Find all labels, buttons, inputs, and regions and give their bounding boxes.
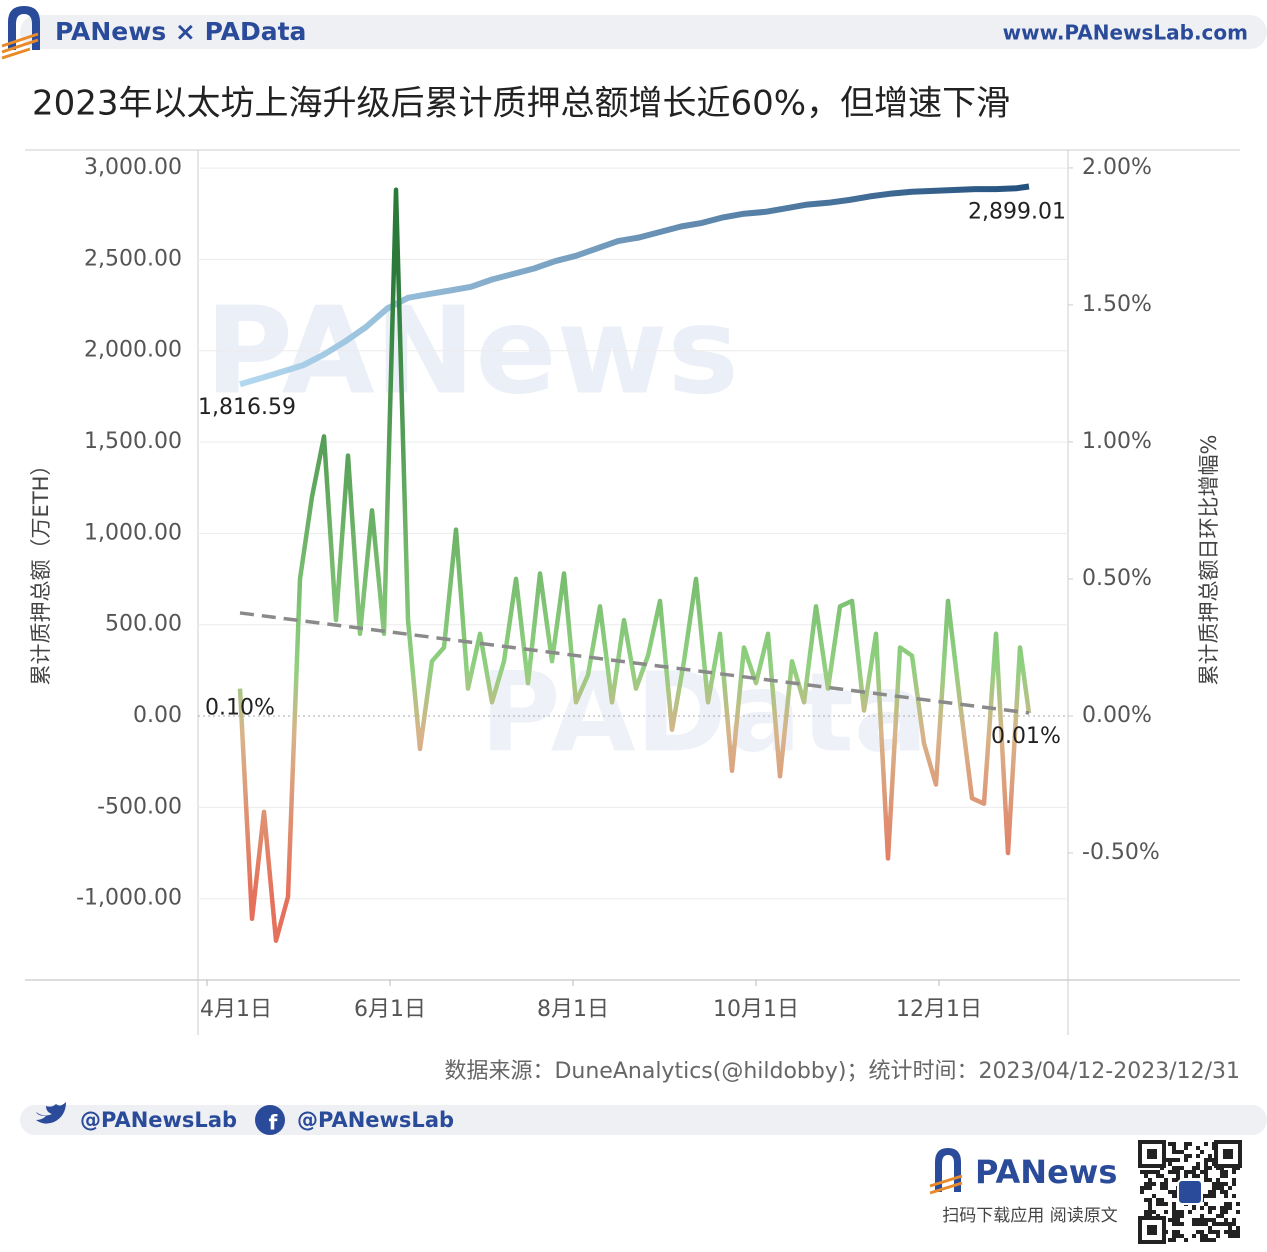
header-brand: PANews × PAData bbox=[55, 17, 306, 46]
y-tick-label: 0.00 bbox=[133, 703, 182, 728]
y-tick-label: 1,000.00 bbox=[84, 520, 182, 545]
y-tick-label: -1,000.00 bbox=[76, 886, 182, 911]
header-bar bbox=[20, 15, 1267, 49]
x-tick-label: 6月1日 bbox=[354, 997, 426, 1022]
facebook-glyph: f bbox=[269, 1111, 278, 1135]
y2-tick-label: 1.00% bbox=[1082, 429, 1152, 454]
logo-icon bbox=[8, 6, 40, 50]
y-tick-label: 500.00 bbox=[105, 612, 182, 637]
y2-tick-label: 0.00% bbox=[1082, 703, 1152, 728]
y2-axis-title: 累计质押总额日环比增幅% bbox=[1197, 435, 1221, 686]
trend-line bbox=[239, 611, 1030, 715]
y-axis-title: 累计质押总额（万ETH） bbox=[29, 455, 53, 686]
watermark: PANews bbox=[205, 283, 739, 422]
y-tick-label: 1,500.00 bbox=[84, 429, 182, 454]
y2-tick-label: 2.00% bbox=[1082, 155, 1152, 180]
y2-tick-label: -0.50% bbox=[1082, 840, 1160, 865]
footer-logo-stripes bbox=[929, 1174, 963, 1195]
twitter-handle: @PANewsLab bbox=[80, 1108, 237, 1132]
footer-brand: PANews bbox=[975, 1153, 1117, 1191]
data-label: 0.10% bbox=[205, 696, 275, 721]
facebook-icon bbox=[255, 1105, 285, 1135]
twitter-icon bbox=[36, 1102, 66, 1124]
qr-caption: 扫码下载应用 阅读原文 bbox=[942, 1206, 1117, 1226]
x-tick-label: 12月1日 bbox=[896, 997, 982, 1022]
data-label: 1,816.59 bbox=[198, 395, 296, 420]
y-tick-label: -500.00 bbox=[97, 794, 182, 819]
data-label: 0.01% bbox=[991, 724, 1061, 749]
y2-tick-label: 1.50% bbox=[1082, 292, 1152, 317]
x-tick-label: 4月1日 bbox=[200, 997, 272, 1022]
data-label: 2,899.01 bbox=[968, 200, 1066, 225]
y-tick-label: 3,000.00 bbox=[84, 155, 182, 180]
y2-tick-label: 0.50% bbox=[1082, 566, 1152, 591]
facebook-handle: @PANewsLab bbox=[297, 1108, 454, 1132]
header-site: www.PANewsLab.com bbox=[1003, 21, 1248, 45]
y-tick-label: 2,500.00 bbox=[84, 246, 182, 271]
y-tick-label: 2,000.00 bbox=[84, 338, 182, 363]
source-note: 数据来源：DuneAnalytics(@hildobby)；统计时间：2023/… bbox=[444, 1059, 1240, 1084]
data-line bbox=[237, 187, 1032, 943]
x-tick-label: 8月1日 bbox=[537, 997, 609, 1022]
qr-code bbox=[1138, 1140, 1242, 1244]
x-tick-label: 10月1日 bbox=[713, 997, 799, 1022]
logo-stripes bbox=[1, 32, 39, 60]
chart-title: 2023年以太坊上海升级后累计质押总额增长近60%，但增速下滑 bbox=[32, 84, 1010, 124]
footer-bar bbox=[20, 1105, 1267, 1135]
data-line bbox=[239, 183, 1030, 388]
